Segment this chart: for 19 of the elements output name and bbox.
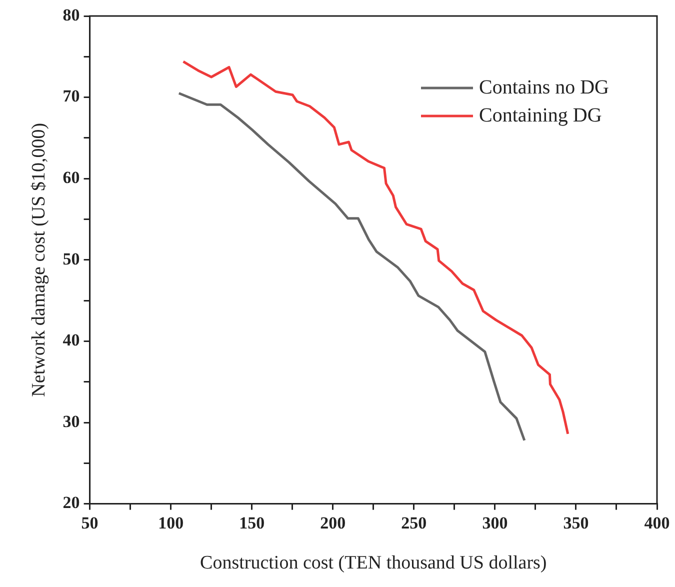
legend-label: Containing DG <box>479 104 602 126</box>
x-tick-label: 50 <box>81 513 98 532</box>
x-tick-label: 250 <box>401 513 427 532</box>
x-tick-label: 100 <box>158 513 184 532</box>
legend-label: Contains no DG <box>479 76 609 98</box>
x-tick-label: 300 <box>482 513 508 532</box>
x-tick-label: 150 <box>239 513 265 532</box>
x-tick-label: 200 <box>320 513 346 532</box>
x-tick-label: 350 <box>563 513 589 532</box>
y-tick-label: 20 <box>62 493 80 512</box>
x-axis-title: Construction cost (TEN thousand US dollars) <box>200 552 547 574</box>
y-tick-label: 50 <box>62 249 80 268</box>
y-tick-label: 30 <box>62 412 80 431</box>
y-tick-label: 40 <box>62 330 80 350</box>
x-tick-label: 400 <box>644 513 670 532</box>
y-axis-title: Network damage cost (US $10,000) <box>28 122 50 397</box>
y-tick-label: 70 <box>62 86 80 106</box>
y-tick-label: 80 <box>62 5 80 24</box>
y-tick-label: 60 <box>62 168 80 187</box>
